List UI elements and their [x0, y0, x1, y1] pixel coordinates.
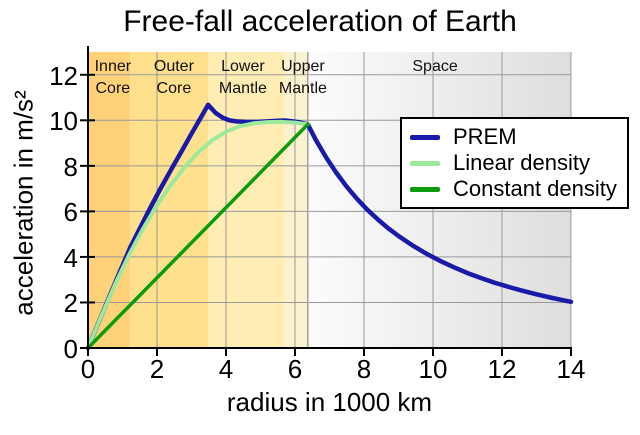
legend-swatch-constant-density-icon [410, 186, 440, 192]
region-label-inner-core: Inner Core [94, 58, 132, 97]
y-tick-label-8: 8 [63, 151, 78, 182]
legend-item-linear-density: Linear density [410, 150, 619, 176]
y-tick-label-4: 4 [63, 242, 78, 273]
y-tick-label-0: 0 [63, 334, 78, 364]
x-tick-label-0: 0 [80, 354, 96, 384]
linear-density-curve [86, 119, 310, 350]
x-tick-label-10: 10 [418, 354, 448, 384]
y-tick-label-10: 10 [49, 106, 78, 137]
x-tick-label-14: 14 [556, 354, 586, 384]
region-band-upper-mantle [284, 52, 308, 348]
chart-title: Free-fall acceleration of Earth [123, 5, 517, 38]
x-tick-label-12: 12 [487, 354, 517, 384]
region-label-upper-mantle: Upper Mantle [278, 58, 327, 97]
y-tick-label-6: 6 [63, 197, 78, 228]
legend: PREM Linear density Constant density [400, 117, 629, 209]
x-tick-label-4: 4 [218, 354, 234, 384]
region-label-lower-mantle: Lower Mantle [218, 58, 267, 97]
x-tick-label-8: 8 [356, 354, 372, 384]
region-label-outer-core: Outer Core [153, 58, 194, 97]
x-tick-label-2: 2 [149, 354, 165, 384]
legend-item-constant-density: Constant density [410, 176, 619, 202]
y-tick-label-12: 12 [49, 60, 78, 91]
region-band-outer-core [130, 52, 209, 348]
y-axis-label: acceleration in m/s² [8, 90, 39, 316]
legend-item-prem: PREM [410, 124, 619, 150]
constant-density-curve [86, 122, 310, 350]
x-tick-label-6: 6 [287, 354, 303, 384]
legend-label-constant-density: Constant density [453, 176, 617, 201]
region-label-space: Space [412, 58, 458, 75]
y-tick-label-2: 2 [63, 288, 78, 319]
legend-swatch-prem-icon [410, 134, 440, 140]
region-band-lower-mantle [208, 52, 285, 348]
legend-label-linear-density: Linear density [453, 150, 590, 175]
legend-swatch-linear-density-icon [410, 160, 440, 166]
x-axis-label: radius in 1000 km [226, 387, 433, 417]
legend-label-prem: PREM [453, 124, 517, 149]
